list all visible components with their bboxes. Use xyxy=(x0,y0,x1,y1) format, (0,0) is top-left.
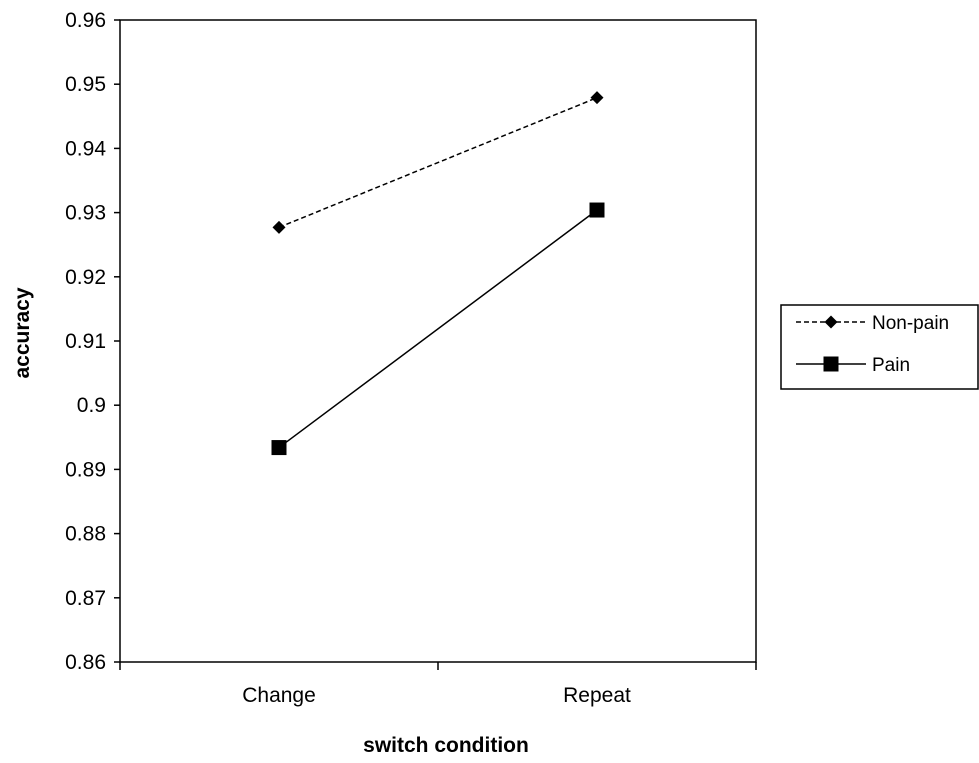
y-axis: 0.86 0.87 0.88 0.89 0.9 0.91 0.92 0.93 0.94 0.95 0… xyxy=(65,9,120,674)
y-tick-label: 0.94 xyxy=(65,137,106,160)
legend-marker-pain xyxy=(823,356,839,372)
x-axis-title: switch condition xyxy=(363,734,529,757)
legend-marker-non-pain xyxy=(824,315,838,329)
y-axis-title: accuracy xyxy=(11,287,34,378)
data-point-non-pain xyxy=(590,91,604,105)
plot-area xyxy=(119,19,757,663)
series-layer xyxy=(271,91,605,456)
x-axis: Change Repeat xyxy=(119,662,757,707)
legend-label-non-pain: Non-pain xyxy=(872,313,949,334)
legend: Non-pain Pain xyxy=(780,304,979,390)
series-line-non-pain xyxy=(278,96,598,229)
x-tick-label: Repeat xyxy=(563,684,631,707)
data-point-pain xyxy=(271,440,287,456)
series-line-pain xyxy=(278,209,598,449)
data-point-pain xyxy=(589,202,605,218)
data-point-non-pain xyxy=(272,220,286,234)
y-tick-label: 0.89 xyxy=(65,458,106,481)
y-tick-label: 0.9 xyxy=(77,394,106,417)
y-tick-label: 0.88 xyxy=(65,523,106,546)
y-tick-label: 0.92 xyxy=(65,266,106,289)
legend-label-pain: Pain xyxy=(872,355,910,376)
y-tick-label: 0.93 xyxy=(65,202,106,225)
y-tick-label: 0.96 xyxy=(65,9,106,32)
x-tick-label: Change xyxy=(242,684,316,707)
y-tick-label: 0.87 xyxy=(65,587,106,610)
y-tick-label: 0.86 xyxy=(65,651,106,674)
y-tick-label: 0.91 xyxy=(65,330,106,353)
legend-box xyxy=(780,304,979,390)
y-tick-label: 0.95 xyxy=(65,73,106,96)
